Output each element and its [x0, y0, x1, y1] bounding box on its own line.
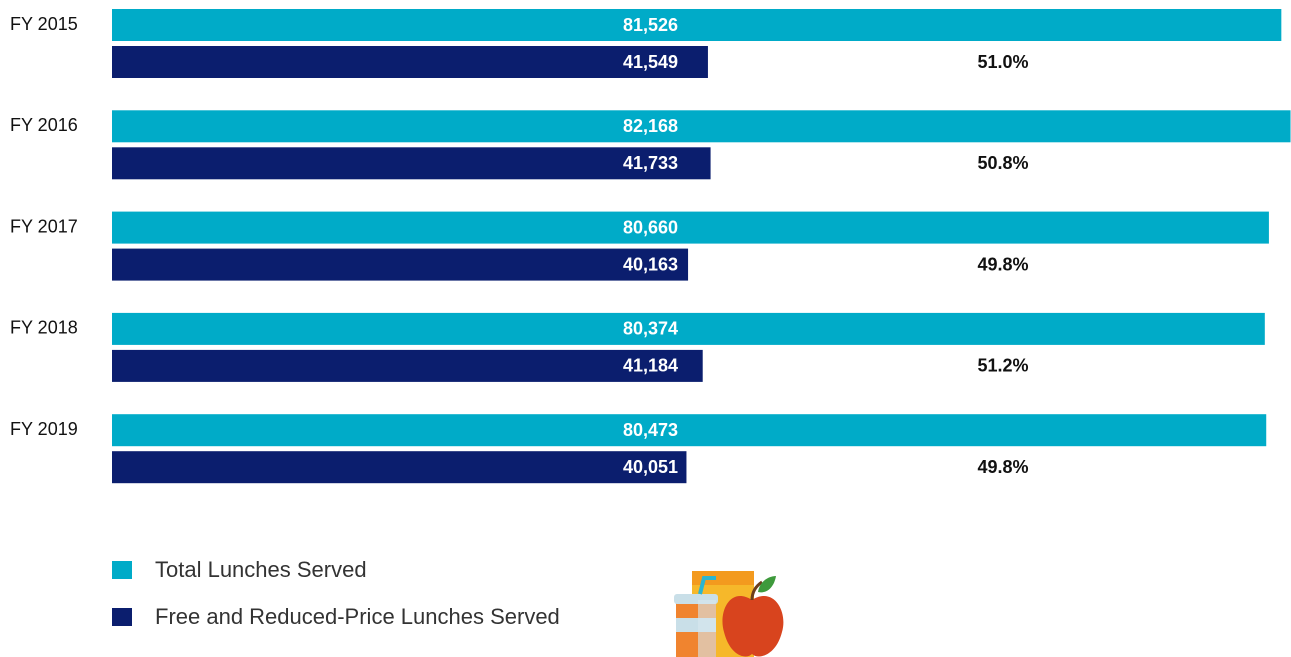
value-label: 81,526	[623, 15, 678, 35]
value-label: 82,168	[623, 116, 678, 136]
percent-label: 51.2%	[977, 356, 1028, 376]
category-label: FY 2018	[10, 318, 78, 338]
category-label: FY 2016	[10, 115, 78, 135]
percent-label: 50.8%	[977, 153, 1028, 173]
legend-swatch	[112, 608, 132, 626]
category-label: FY 2019	[10, 419, 78, 439]
percent-label: 49.8%	[977, 457, 1028, 477]
value-label: 41,184	[623, 356, 678, 376]
value-label: 40,051	[623, 457, 678, 477]
bar	[112, 110, 1291, 143]
bar	[112, 349, 703, 382]
percent-label: 49.8%	[977, 254, 1028, 274]
legend-swatch	[112, 561, 132, 579]
bar	[112, 312, 1265, 345]
value-label: 80,660	[623, 217, 678, 237]
percent-label: 51.0%	[977, 52, 1028, 72]
category-label: FY 2015	[10, 14, 78, 34]
value-label: 80,473	[623, 420, 678, 440]
category-label: FY 2017	[10, 216, 78, 236]
bar	[112, 46, 708, 78]
bar	[112, 211, 1269, 244]
value-label: 41,549	[623, 52, 678, 72]
bar	[112, 147, 711, 180]
bar	[112, 451, 687, 484]
legend-label: Free and Reduced-Price Lunches Served	[155, 604, 560, 629]
value-label: 40,163	[623, 254, 678, 274]
legend-label: Total Lunches Served	[155, 557, 367, 582]
lunch-icon	[674, 571, 784, 657]
bar	[112, 9, 1282, 41]
value-label: 80,374	[623, 319, 678, 339]
value-label: 41,733	[623, 153, 678, 173]
bar	[112, 414, 1267, 447]
bar	[112, 248, 689, 281]
